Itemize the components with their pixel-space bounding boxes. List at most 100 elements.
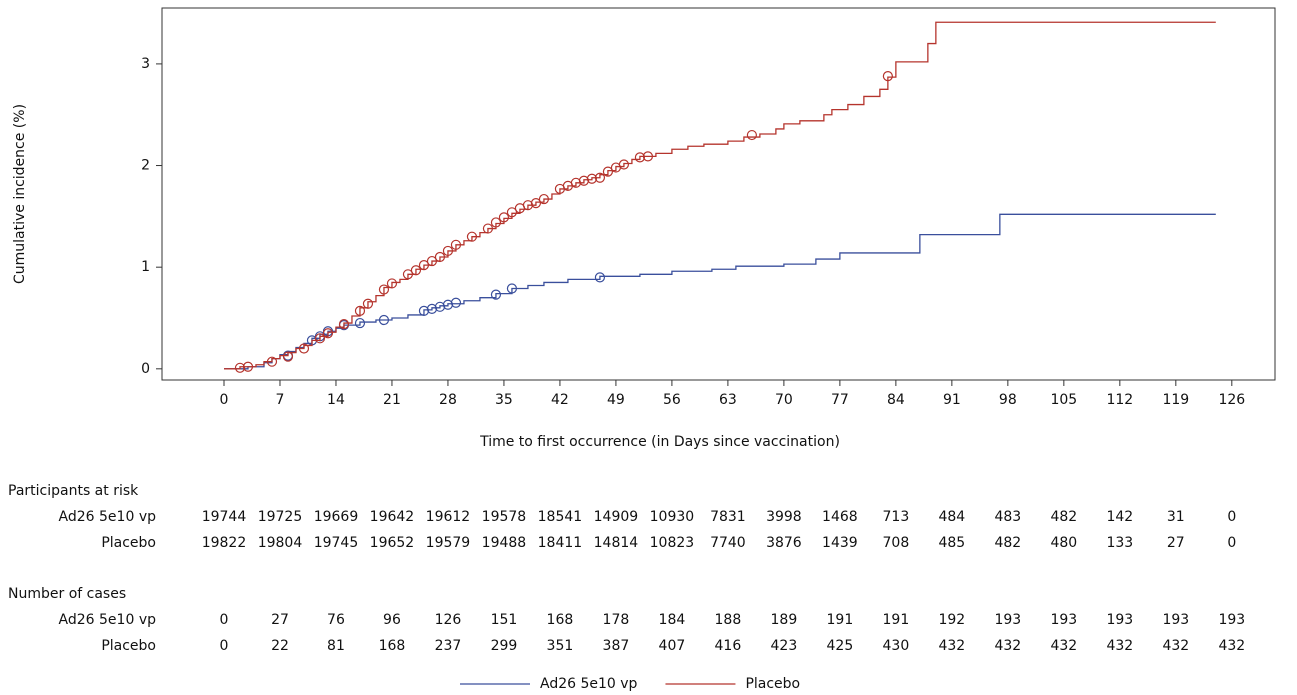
x-tick-label: 28 <box>439 392 457 408</box>
table-value: 432 <box>1218 638 1245 654</box>
x-tick-label: 56 <box>663 392 681 408</box>
table-value: 387 <box>603 638 630 654</box>
table-value: 189 <box>771 612 798 628</box>
table-value: 482 <box>994 535 1021 551</box>
table-title: Number of cases <box>8 586 126 602</box>
table-value: 19642 <box>370 509 415 525</box>
censor-mark <box>490 217 502 228</box>
table-value: 168 <box>379 638 406 654</box>
x-tick-label: 7 <box>276 392 285 408</box>
x-tick-label: 0 <box>220 392 229 408</box>
censor-mark <box>746 129 757 141</box>
censor-mark <box>402 269 414 280</box>
censor-mark <box>354 305 366 316</box>
censor-mark <box>538 193 550 205</box>
table-value: 19725 <box>258 509 303 525</box>
x-tick-label: 126 <box>1218 392 1245 408</box>
censor-mark <box>450 239 462 250</box>
table-value: 425 <box>827 638 854 654</box>
censor-mark <box>426 303 438 314</box>
table-value: 188 <box>715 612 742 628</box>
censor-mark <box>602 166 614 177</box>
censor-mark <box>378 314 390 326</box>
table-value: 482 <box>1050 509 1077 525</box>
row-label: Placebo <box>101 638 156 654</box>
censor-mark <box>338 318 350 330</box>
censor-mark <box>498 212 510 223</box>
table-value: 708 <box>883 535 910 551</box>
censor-mark <box>282 351 294 362</box>
table-value: 193 <box>1106 612 1133 628</box>
table-title: Participants at risk <box>8 483 139 499</box>
censor-mark <box>322 328 334 339</box>
x-tick-label: 70 <box>775 392 793 408</box>
x-tick-label: 49 <box>607 392 625 408</box>
table-value: 19744 <box>202 509 247 525</box>
censor-mark <box>442 299 454 310</box>
censor-mark <box>618 159 630 170</box>
table-value: 432 <box>938 638 965 654</box>
table-value: 81 <box>327 638 345 654</box>
table-value: 0 <box>1227 509 1236 525</box>
censor-mark <box>434 251 446 263</box>
table-value: 351 <box>547 638 574 654</box>
censor-mark <box>242 361 254 372</box>
censor-mark <box>570 177 582 188</box>
table-value: 192 <box>938 612 965 628</box>
x-tick-label: 105 <box>1050 392 1077 408</box>
x-tick-label: 84 <box>887 392 905 408</box>
table-value: 0 <box>1227 535 1236 551</box>
table-value: 7831 <box>710 509 746 525</box>
censor-mark <box>298 343 310 354</box>
censor-mark <box>266 356 278 367</box>
table-value: 19669 <box>314 509 359 525</box>
x-axis-label: Time to first occurrence (in Days since … <box>479 434 840 450</box>
table-value: 191 <box>827 612 854 628</box>
table-value: 14909 <box>594 509 639 525</box>
table-value: 423 <box>771 638 798 654</box>
censor-mark <box>882 70 893 82</box>
censor-mark <box>506 207 518 218</box>
table-value: 19745 <box>314 535 359 551</box>
table-value: 432 <box>1106 638 1133 654</box>
table-value: 7740 <box>710 535 746 551</box>
table-value: 193 <box>1218 612 1245 628</box>
censor-mark <box>642 151 654 162</box>
censor-mark <box>354 317 366 329</box>
table-value: 168 <box>547 612 574 628</box>
table-value: 19579 <box>426 535 471 551</box>
table-value: 133 <box>1106 535 1133 551</box>
table-value: 178 <box>603 612 630 628</box>
censor-mark <box>586 173 598 184</box>
table-value: 485 <box>938 535 965 551</box>
legend-label: Ad26 5e10 vp <box>540 676 638 692</box>
table-value: 432 <box>1050 638 1077 654</box>
table-value: 432 <box>1162 638 1189 654</box>
table-value: 19822 <box>202 535 247 551</box>
censor-mark <box>314 333 326 344</box>
row-label: Placebo <box>101 535 156 551</box>
table-value: 142 <box>1106 509 1133 525</box>
censor-mark <box>434 301 446 312</box>
censor-mark <box>530 198 542 209</box>
table-value: 96 <box>383 612 401 628</box>
table-value: 31 <box>1167 509 1185 525</box>
table-value: 22 <box>271 638 289 654</box>
censor-mark <box>594 272 606 283</box>
table-value: 432 <box>994 638 1021 654</box>
table-value: 237 <box>435 638 462 654</box>
plot-frame <box>161 7 1276 381</box>
table-value: 713 <box>883 509 910 525</box>
x-tick-label: 112 <box>1106 392 1133 408</box>
y-tick-label: 0 <box>141 361 150 377</box>
censor-mark <box>594 172 606 183</box>
censor-mark <box>522 200 534 211</box>
table-value: 184 <box>659 612 686 628</box>
censor-mark <box>506 283 518 294</box>
censor-mark <box>466 231 478 242</box>
table-value: 416 <box>715 638 742 654</box>
table-value: 151 <box>491 612 518 628</box>
censor-mark <box>418 305 430 316</box>
table-value: 18411 <box>538 535 583 551</box>
